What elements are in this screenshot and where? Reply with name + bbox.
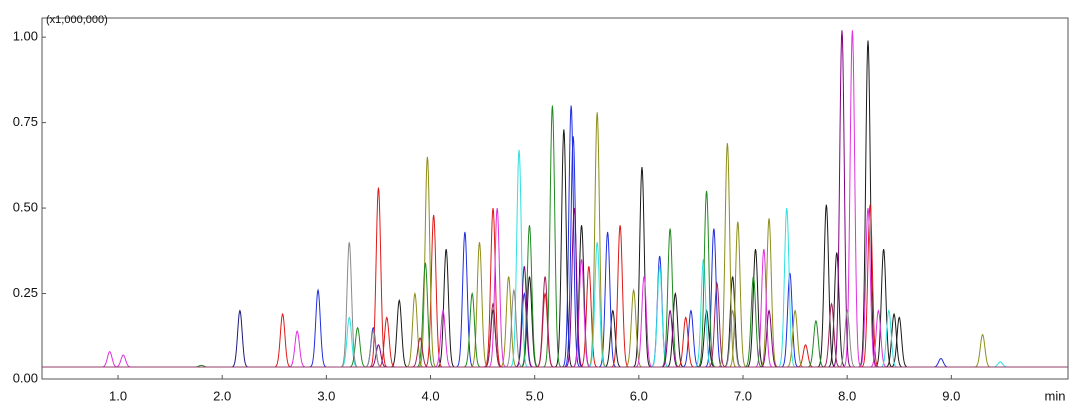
peak: [541, 105, 564, 368]
x-tick-label: 8.0: [838, 388, 856, 403]
y-tick-label: 0.75: [13, 114, 38, 129]
peak: [562, 136, 585, 368]
y-unit: (x1,000,000): [46, 14, 108, 26]
y-tick-label: 0.50: [13, 200, 38, 215]
peak: [830, 30, 853, 368]
peak: [416, 156, 439, 368]
peak: [867, 309, 890, 368]
peak: [859, 204, 882, 368]
peak: [422, 214, 445, 368]
peak: [367, 187, 390, 368]
peak: [726, 221, 749, 368]
peak: [705, 281, 728, 368]
peak: [98, 351, 121, 368]
peak: [286, 330, 309, 368]
peak: [486, 207, 509, 368]
peak: [586, 112, 609, 368]
x-tick-label: 6.0: [630, 388, 648, 403]
peak: [570, 259, 593, 368]
peak: [518, 225, 541, 368]
peak: [586, 242, 609, 368]
peak: [338, 242, 361, 368]
peak: [758, 309, 781, 368]
peak: [468, 242, 491, 368]
peak: [609, 225, 632, 368]
peak: [482, 302, 505, 368]
x-tick-label: 1.0: [109, 388, 127, 403]
peak: [552, 129, 575, 368]
x-tick-label: 2.0: [213, 388, 231, 403]
peak: [971, 333, 994, 368]
y-tick-label: 1.00: [13, 29, 38, 44]
peak: [435, 248, 458, 368]
peak: [648, 266, 671, 368]
peak: [403, 291, 426, 368]
y-tick-label: 0.00: [13, 370, 38, 385]
peak: [453, 231, 476, 368]
peak: [271, 312, 294, 368]
peak: [563, 207, 586, 368]
peak: [338, 316, 361, 368]
peak: [560, 105, 583, 368]
x-tick-label: 7.0: [734, 388, 752, 403]
peak: [778, 272, 801, 368]
peak: [596, 231, 619, 368]
peak: [577, 266, 600, 368]
x-tick-label: 5.0: [526, 388, 544, 403]
peak: [877, 309, 900, 368]
peak: [872, 248, 895, 368]
peak: [989, 361, 1012, 368]
peak: [388, 298, 411, 368]
peak: [857, 207, 880, 368]
peak: [804, 319, 827, 368]
peak: [857, 40, 880, 368]
peak: [346, 326, 369, 368]
peak: [409, 337, 432, 368]
peak: [692, 259, 715, 368]
peak: [513, 266, 536, 368]
peak: [228, 309, 251, 368]
peak: [502, 288, 525, 368]
peak: [841, 30, 864, 368]
peak: [461, 291, 484, 368]
peak: [630, 166, 653, 368]
peak: [702, 228, 725, 368]
peak: [622, 288, 645, 368]
peak: [508, 149, 531, 368]
peak: [716, 143, 739, 368]
peaks: [42, 30, 1068, 368]
peak: [112, 354, 135, 368]
x-tick-label: 4.0: [421, 388, 439, 403]
peak: [775, 207, 798, 368]
peak: [307, 288, 330, 368]
plot-frame: [41, 17, 1069, 380]
peak: [534, 276, 557, 368]
peak: [784, 309, 807, 368]
x-tick-label: 3.0: [317, 388, 335, 403]
peak: [414, 262, 437, 368]
peak: [534, 291, 557, 368]
x-axis-label: min: [1045, 388, 1066, 403]
peak: [752, 248, 775, 368]
peak: [695, 190, 718, 368]
y-tick-label: 0.25: [13, 285, 38, 300]
peak: [659, 309, 682, 368]
x-tick-label: 9.0: [942, 388, 960, 403]
peak: [929, 357, 952, 368]
peak: [820, 302, 843, 368]
